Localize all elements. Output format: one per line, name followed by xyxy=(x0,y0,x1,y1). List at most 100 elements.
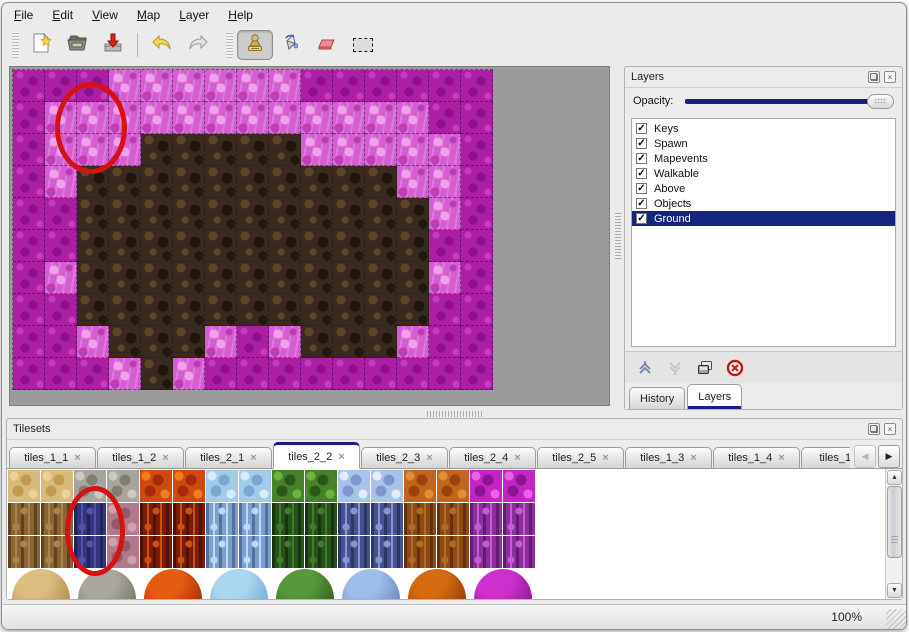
tileset-tile-magenta-web[interactable] xyxy=(470,470,502,502)
tileset-tile-rust[interactable] xyxy=(404,536,436,568)
tileset-tile-ice-column[interactable] xyxy=(206,503,238,535)
menu-view[interactable]: View xyxy=(92,8,118,22)
close-panel-icon[interactable]: × xyxy=(884,423,896,435)
map-tile[interactable] xyxy=(77,102,109,134)
float-panel-icon[interactable] xyxy=(868,71,880,83)
map-tile[interactable] xyxy=(269,166,301,198)
tileset-tile-dark-vines[interactable] xyxy=(272,503,304,535)
map-tile[interactable] xyxy=(45,358,77,390)
stamp-tool-button[interactable] xyxy=(237,30,273,60)
map-tile[interactable] xyxy=(141,326,173,358)
tileset-blob-rust[interactable] xyxy=(408,569,466,599)
map-tile[interactable] xyxy=(109,294,141,326)
map-tile[interactable] xyxy=(365,198,397,230)
map-tile[interactable] xyxy=(397,326,429,358)
map-tile[interactable] xyxy=(461,326,493,358)
tileset-tile-rust[interactable] xyxy=(437,503,469,535)
tileset-tile-purple-web[interactable] xyxy=(470,503,502,535)
map-tile[interactable] xyxy=(301,326,333,358)
tileset-blob-stone[interactable] xyxy=(78,569,136,599)
map-tile[interactable] xyxy=(237,230,269,262)
map-tile[interactable] xyxy=(429,70,461,102)
map-tile[interactable] xyxy=(365,262,397,294)
map-tile[interactable] xyxy=(461,134,493,166)
map-tile[interactable] xyxy=(461,294,493,326)
map-tile[interactable] xyxy=(109,102,141,134)
tileset-blob-ice[interactable] xyxy=(210,569,268,599)
eraser-tool-button[interactable] xyxy=(309,30,345,60)
map-tile[interactable] xyxy=(301,294,333,326)
tileset-tile-dark-fire[interactable] xyxy=(140,536,172,568)
map-tile[interactable] xyxy=(429,102,461,134)
close-panel-icon[interactable]: × xyxy=(884,71,896,83)
tab-close-icon[interactable]: × xyxy=(74,452,81,464)
map-tile[interactable] xyxy=(269,134,301,166)
tileset-tile-ice-column[interactable] xyxy=(206,536,238,568)
lower-layer-button[interactable] xyxy=(665,358,685,378)
map-tile[interactable] xyxy=(173,134,205,166)
tileset-tile-dark-vines[interactable] xyxy=(305,503,337,535)
map-tile[interactable] xyxy=(237,134,269,166)
tab-close-icon[interactable]: × xyxy=(250,452,257,464)
opacity-slider-handle[interactable] xyxy=(867,94,894,109)
map-tile[interactable] xyxy=(173,326,205,358)
undo-button[interactable] xyxy=(144,30,180,60)
tileset-tab-tiles_1_3[interactable]: tiles_1_3 × xyxy=(625,447,712,469)
map-tile[interactable] xyxy=(205,134,237,166)
tileset-tile-purple-web[interactable] xyxy=(470,536,502,568)
new-map-button[interactable] xyxy=(23,30,59,60)
map-tile[interactable] xyxy=(333,230,365,262)
tabs-scroll-right-button[interactable]: ▶ xyxy=(878,445,900,468)
tileset-tile-dark-fire[interactable] xyxy=(140,503,172,535)
map-tile[interactable] xyxy=(109,262,141,294)
tileset-tile-blue-tile[interactable] xyxy=(74,503,106,535)
tileset-tile-orange-rock[interactable] xyxy=(404,470,436,502)
layer-visibility-checkbox[interactable]: ✓ xyxy=(636,198,647,209)
map-tile[interactable] xyxy=(301,198,333,230)
map-viewport[interactable] xyxy=(9,66,610,406)
map-tile[interactable] xyxy=(173,262,205,294)
tileset-tile-bark[interactable] xyxy=(8,503,40,535)
dock-tab-history[interactable]: History xyxy=(629,387,686,409)
map-tile[interactable] xyxy=(333,326,365,358)
tileset-tile-purple-web[interactable] xyxy=(503,503,535,535)
tileset-tab-tiles_1_2[interactable]: tiles_1_2 × xyxy=(97,447,184,469)
map-tile[interactable] xyxy=(429,294,461,326)
map-tile[interactable] xyxy=(365,134,397,166)
tileset-tile-crystal[interactable] xyxy=(338,470,370,502)
map-tile[interactable] xyxy=(429,230,461,262)
map-tile[interactable] xyxy=(205,262,237,294)
map-tile[interactable] xyxy=(269,230,301,262)
map-tile[interactable] xyxy=(269,294,301,326)
tileset-tile-bark[interactable] xyxy=(8,536,40,568)
map-tile[interactable] xyxy=(397,358,429,390)
map-tile[interactable] xyxy=(397,102,429,134)
map-tile[interactable] xyxy=(429,262,461,294)
map-tile[interactable] xyxy=(365,70,397,102)
tileset-tab-tiles_1_1[interactable]: tiles_1_1 × xyxy=(9,447,96,469)
map-tile[interactable] xyxy=(269,102,301,134)
map-tile[interactable] xyxy=(301,262,333,294)
map-tile[interactable] xyxy=(45,230,77,262)
layer-row-spawn[interactable]: ✓ Spawn xyxy=(632,136,895,151)
map-tile[interactable] xyxy=(237,326,269,358)
tileset-scrollbar[interactable]: ▲ ▼ xyxy=(885,469,902,599)
map-tile[interactable] xyxy=(461,358,493,390)
menu-map[interactable]: Map xyxy=(136,8,161,22)
menu-edit[interactable]: Edit xyxy=(52,8,74,22)
tileset-tile-rust[interactable] xyxy=(437,536,469,568)
tileset-tile-sand[interactable] xyxy=(41,470,73,502)
float-panel-icon[interactable] xyxy=(868,423,880,435)
map-tile[interactable] xyxy=(109,70,141,102)
map-tile[interactable] xyxy=(237,358,269,390)
map-tile[interactable] xyxy=(237,102,269,134)
map-tile[interactable] xyxy=(205,198,237,230)
map-tile[interactable] xyxy=(77,70,109,102)
tileset-tab-tiles_1_[interactable]: tiles_1_× xyxy=(801,447,850,469)
map-tile[interactable] xyxy=(109,326,141,358)
map-tile[interactable] xyxy=(397,134,429,166)
raise-layer-button[interactable] xyxy=(635,358,655,378)
map-tile[interactable] xyxy=(77,262,109,294)
map-tile[interactable] xyxy=(365,166,397,198)
map-tile[interactable] xyxy=(333,102,365,134)
